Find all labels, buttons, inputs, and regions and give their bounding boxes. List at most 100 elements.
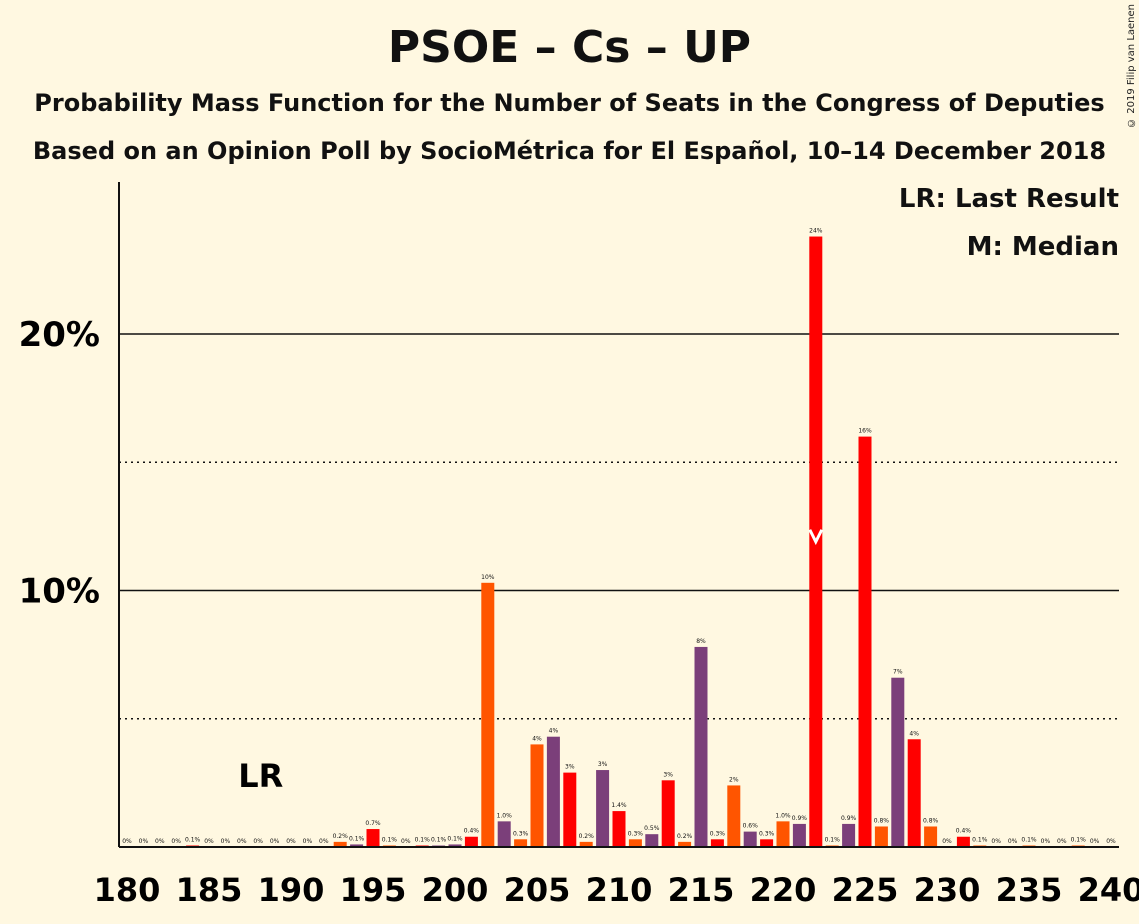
bar-value-label: 2% (729, 776, 739, 783)
bar (678, 841, 692, 847)
x-tick-label: 205 (504, 871, 571, 909)
bar (743, 831, 757, 847)
bar-value-label: 0.1% (825, 837, 841, 844)
bar-value-label: 0% (1106, 838, 1116, 845)
bar (776, 821, 790, 847)
bar-value-label: 0.1% (447, 835, 463, 842)
bar-value-label: 0.1% (1021, 837, 1037, 844)
bar (464, 836, 478, 847)
bar (924, 826, 938, 847)
bar (645, 834, 659, 847)
chart-subtitle-source: Based on an Opinion Poll by SocioMétrica… (32, 137, 1107, 165)
bar (514, 839, 528, 847)
x-tick-label: 200 (422, 871, 489, 909)
bar-value-label: 0.1% (972, 837, 988, 844)
x-tick-label: 230 (914, 871, 981, 909)
x-tick-label: 235 (996, 871, 1063, 909)
bar-value-label: 0% (155, 838, 165, 845)
bar (596, 770, 610, 847)
bar-value-label: 0.5% (644, 825, 660, 832)
x-tick-label: 195 (340, 871, 407, 909)
bar-value-label: 4% (549, 728, 559, 735)
bar-value-label: 0.9% (841, 815, 857, 822)
bar-value-label: 3% (565, 764, 575, 771)
bar (546, 736, 560, 847)
bar-value-label: 0% (303, 838, 313, 845)
bar-value-label: 24% (809, 228, 823, 235)
bar (760, 839, 774, 847)
bar (481, 582, 495, 847)
bar-value-label: 7% (893, 669, 903, 676)
bar-value-label: 0.2% (333, 833, 349, 840)
y-tick-label: 20% (19, 315, 100, 355)
legend-median: M: Median (966, 232, 1119, 262)
bar (907, 739, 921, 847)
bar-value-label: 0.3% (710, 830, 726, 837)
bar-value-label: 0% (1090, 838, 1100, 845)
bar-value-label: 1.0% (775, 812, 791, 819)
bar-value-label: 0.2% (579, 833, 595, 840)
bar-value-label: 0.4% (956, 828, 972, 835)
bar-value-label: 0% (139, 838, 149, 845)
x-tick-label: 180 (94, 871, 161, 909)
bar-value-label: 0% (237, 838, 247, 845)
bar (694, 646, 708, 847)
bar-value-label: 0% (221, 838, 231, 845)
bar-value-label: 0% (942, 838, 952, 845)
chart-subtitle: Probability Mass Function for the Number… (34, 89, 1105, 117)
bar-value-label: 1.0% (497, 812, 513, 819)
bar-value-label: 10% (481, 574, 495, 581)
x-tick-label: 210 (586, 871, 653, 909)
bar-value-label: 3% (663, 771, 673, 778)
bar-value-label: 0.1% (382, 837, 398, 844)
bar-value-label: 0.6% (743, 823, 759, 830)
bar (366, 829, 380, 847)
bar (333, 841, 347, 847)
bar-value-label: 0.4% (464, 828, 480, 835)
last-result-label: LR (238, 757, 283, 795)
x-tick-label: 190 (258, 871, 325, 909)
bar (612, 811, 626, 847)
bar (858, 436, 872, 847)
bar (710, 839, 724, 847)
bar-value-label: 16% (858, 428, 872, 435)
bar (563, 772, 577, 847)
chart-title: PSOE – Cs – UP (387, 22, 752, 73)
bar-value-label: 0% (1057, 838, 1067, 845)
bar (350, 844, 364, 847)
bar (874, 826, 888, 847)
bar-value-label: 0.1% (415, 837, 431, 844)
bar-value-label: 0.2% (677, 833, 693, 840)
bar (497, 821, 511, 847)
bar-value-label: 0% (171, 838, 181, 845)
bar (891, 677, 905, 847)
bar (792, 823, 806, 847)
bar (628, 839, 642, 847)
bar-value-label: 0.8% (923, 817, 939, 824)
bar (448, 844, 462, 847)
bar-value-label: 0.3% (513, 830, 529, 837)
bar (661, 780, 675, 847)
bar (530, 744, 544, 847)
bar-value-label: 0% (270, 838, 280, 845)
bar-value-label: 0.1% (349, 835, 365, 842)
bar (579, 841, 593, 847)
bar-value-label: 0% (319, 838, 329, 845)
bar-value-label: 0% (401, 838, 411, 845)
x-tick-label: 225 (832, 871, 899, 909)
x-tick-label: 215 (668, 871, 735, 909)
bar-value-label: 0.8% (874, 817, 890, 824)
bar-value-label: 0.1% (185, 837, 201, 844)
bar-value-label: 0% (1041, 838, 1051, 845)
bar-value-label: 0.9% (792, 815, 808, 822)
bar-value-label: 0.3% (628, 830, 644, 837)
bar (956, 836, 970, 847)
bar-value-label: 0.7% (365, 820, 381, 827)
y-tick-label: 10% (19, 572, 100, 612)
median-marker (808, 529, 824, 546)
bar-value-label: 0% (991, 838, 1001, 845)
bar-value-label: 8% (696, 638, 706, 645)
legend-last-result: LR: Last Result (898, 184, 1119, 214)
bar (842, 823, 856, 847)
